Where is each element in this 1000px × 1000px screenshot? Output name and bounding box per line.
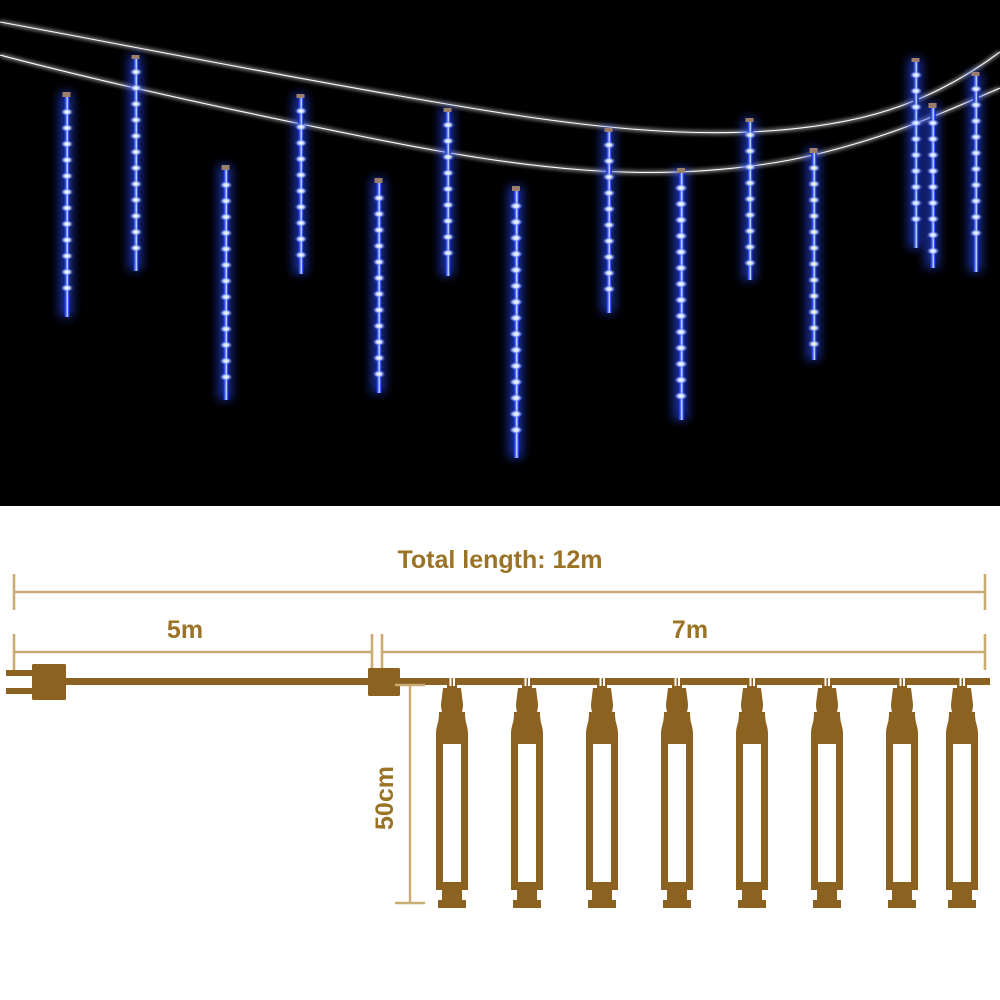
light-section-length-label: 7m <box>672 616 708 644</box>
photo-illustration <box>0 0 1000 506</box>
meteor-tube <box>925 103 940 268</box>
meteor-tube <box>128 55 143 271</box>
cable-upper <box>0 20 1000 134</box>
tube-height-label: 50cm <box>371 766 399 830</box>
meteor-tube-group-lower <box>59 92 940 458</box>
photo-background <box>0 0 1000 506</box>
plug-prong-bottom <box>6 688 34 694</box>
power-plug <box>6 664 66 700</box>
plug-prong-top <box>6 670 34 676</box>
dimension-diagram: Total length: 12m 5m 7m <box>0 506 1000 1000</box>
plug-body <box>32 664 66 700</box>
connector-body <box>368 668 400 696</box>
meteor-tube <box>59 92 74 317</box>
tube-height-dimension <box>395 683 425 905</box>
meteor-tube <box>293 94 308 274</box>
meteor-tube-group-upper <box>128 55 983 313</box>
meteor-tube <box>968 72 983 272</box>
total-length-label: Total length: 12m <box>397 546 602 574</box>
diagram-background <box>0 506 1000 1000</box>
meteor-tube <box>742 118 757 280</box>
connector-box <box>368 668 400 696</box>
meteor-tube <box>908 58 923 248</box>
dimension-diagram-panel: Total length: 12m 5m 7m <box>0 506 1000 1000</box>
cable-lower <box>0 53 1000 174</box>
product-photo-panel <box>0 0 1000 506</box>
lead-length-label: 5m <box>167 616 203 644</box>
meteor-tube <box>601 128 616 313</box>
meteor-tube <box>673 168 688 420</box>
meteor-tube <box>440 108 455 276</box>
meteor-tube <box>806 148 821 360</box>
meteor-tube <box>508 186 523 458</box>
total-length-dimension <box>12 574 987 610</box>
meteor-tube <box>371 178 386 393</box>
meteor-tube <box>218 165 233 400</box>
